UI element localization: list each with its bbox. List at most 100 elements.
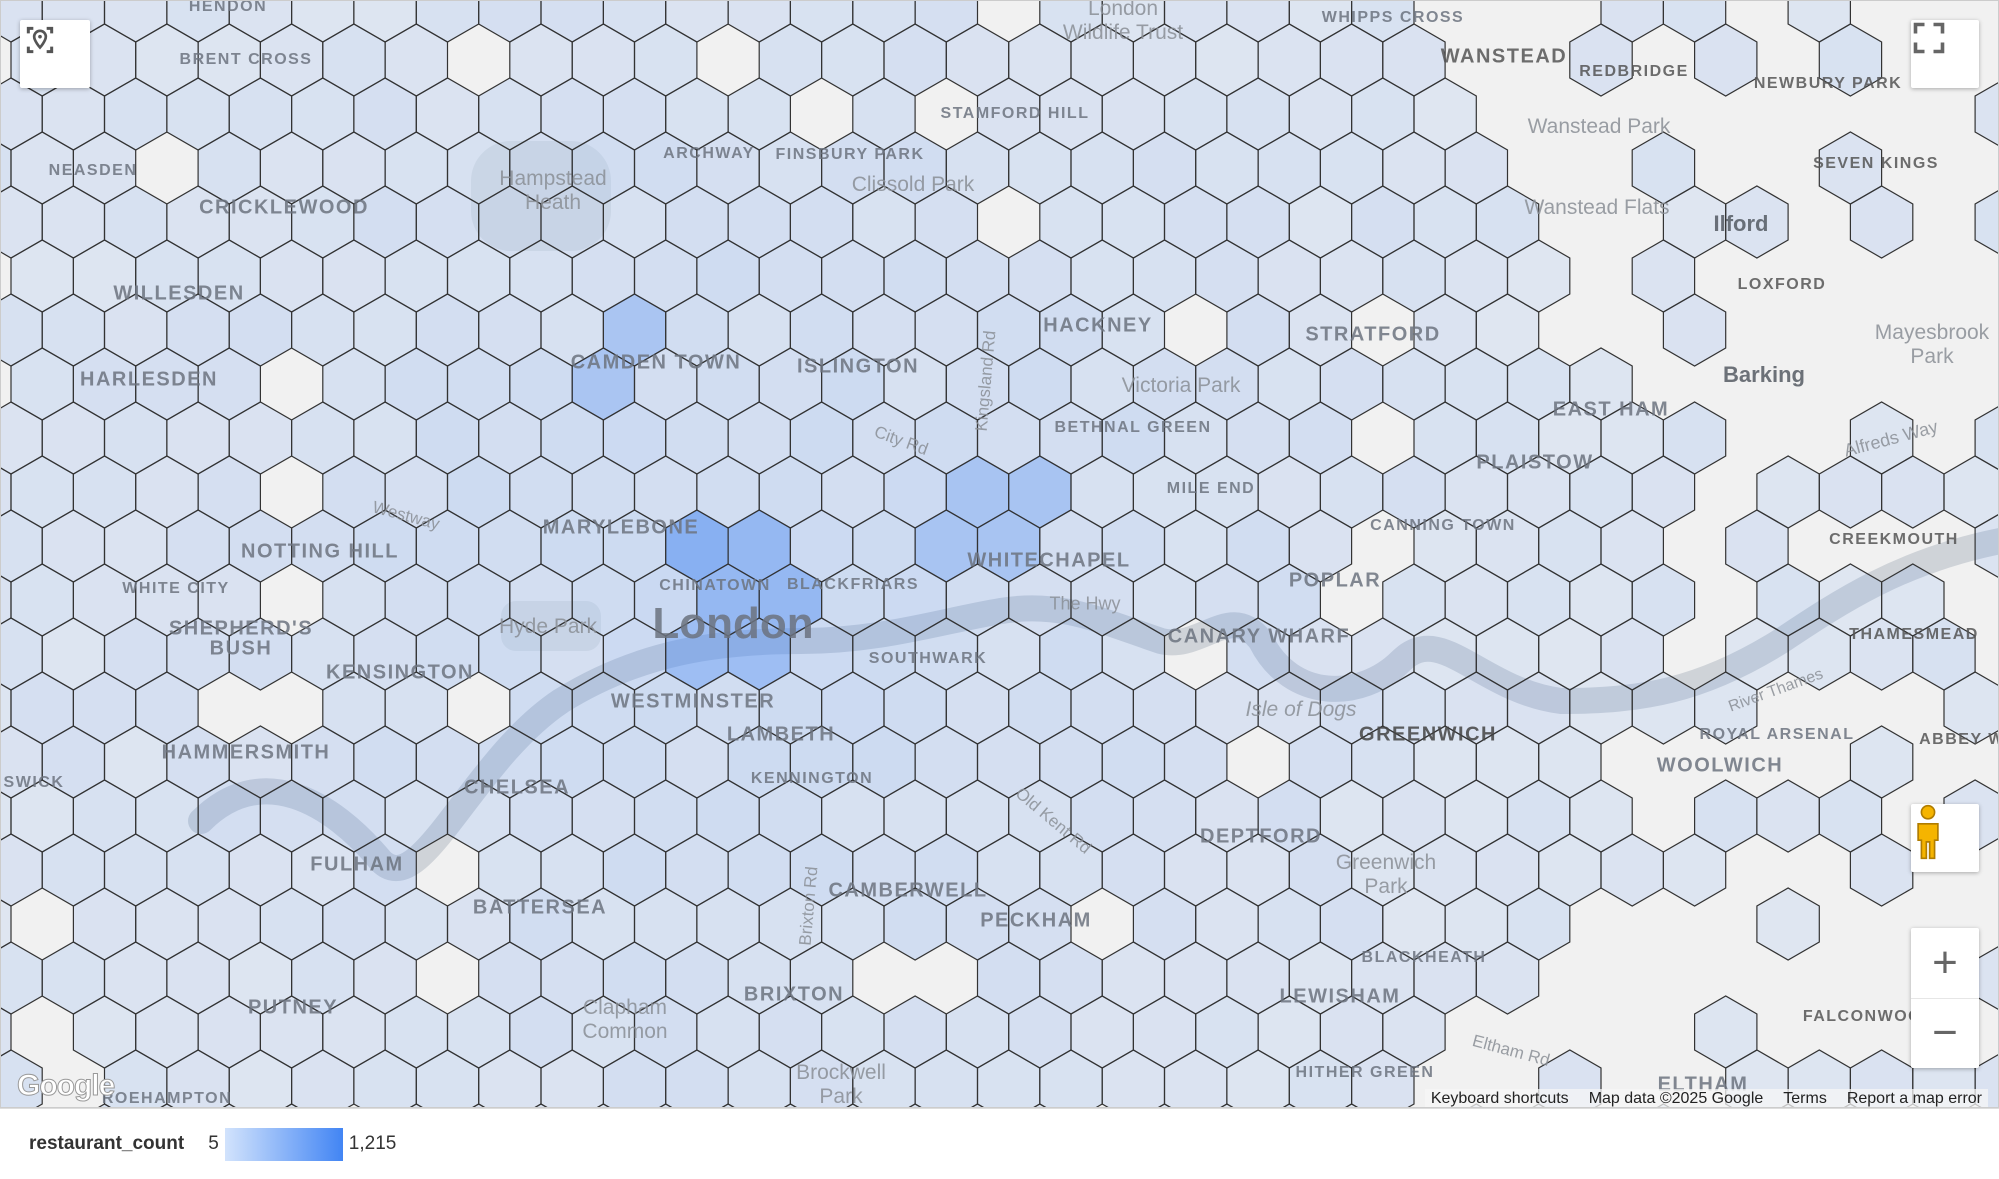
street-view-pegman[interactable] xyxy=(1911,804,1979,872)
park-label: Park xyxy=(1364,875,1408,898)
hex-cell[interactable] xyxy=(1320,1103,1382,1108)
place-label: HACKNEY xyxy=(1043,314,1153,337)
terms-link[interactable]: Terms xyxy=(1783,1090,1827,1107)
hex-cell[interactable] xyxy=(1693,671,1758,745)
hex-cell[interactable] xyxy=(260,1103,322,1108)
hex-cell[interactable] xyxy=(1258,1103,1320,1108)
hex-cell[interactable] xyxy=(1569,23,1633,97)
place-label: MILE END xyxy=(1166,480,1256,497)
hex-cell[interactable] xyxy=(1974,186,1999,258)
place-label: CHELSEA xyxy=(463,776,571,799)
hex-cell[interactable] xyxy=(884,1103,946,1108)
hex-cell[interactable] xyxy=(73,1103,135,1108)
park-label: London xyxy=(1087,0,1159,20)
park-label: Heath xyxy=(524,191,582,214)
my-location-button[interactable] xyxy=(20,20,90,88)
hex-cell[interactable] xyxy=(385,1103,447,1108)
hex-cell[interactable] xyxy=(1756,779,1820,853)
town-label: Ilford xyxy=(1713,211,1769,236)
hex-cell[interactable] xyxy=(1475,941,1540,1015)
hex-cell[interactable] xyxy=(1133,1103,1195,1108)
place-label: CANNING TOWN xyxy=(1370,517,1516,534)
place-label: PUTNEY xyxy=(247,996,339,1019)
place-label: LAMBETH xyxy=(726,723,836,746)
place-label: HENDON xyxy=(188,0,268,15)
hex-cell[interactable] xyxy=(697,1103,759,1108)
place-label: THAMESMEAD xyxy=(1849,626,1979,643)
place-label: FINSBURY PARK xyxy=(775,146,925,163)
place-label: MARYLEBONE xyxy=(542,516,700,539)
place-label: NEASDEN xyxy=(48,162,138,179)
place-label: CAMDEN TOWN xyxy=(570,351,742,374)
my-location-icon xyxy=(26,26,54,54)
park-hyde xyxy=(501,601,601,651)
keyboard-shortcuts-link[interactable]: Keyboard shortcuts xyxy=(1430,1090,1569,1107)
town-label: Barking xyxy=(1723,362,1805,387)
map-data-text: Map data ©2025 Google xyxy=(1588,1090,1764,1107)
place-label: NEWBURY PARK xyxy=(1753,75,1903,92)
hex-cell[interactable] xyxy=(1693,23,1758,97)
place-label: ARCHWAY xyxy=(663,145,755,162)
hex-cell[interactable] xyxy=(759,1103,821,1108)
place-label: SEVEN KINGS xyxy=(1813,155,1939,172)
hex-cell[interactable] xyxy=(510,1103,572,1108)
hex-cell[interactable] xyxy=(1849,833,1914,907)
fullscreen-icon xyxy=(1913,22,1945,54)
hex-cell[interactable] xyxy=(822,1103,884,1108)
google-logo[interactable]: Google xyxy=(16,1069,115,1103)
place-label: REDBRIDGE xyxy=(1579,63,1689,80)
hex-cell[interactable] xyxy=(946,1103,1008,1108)
place-label: BRENT CROSS xyxy=(179,51,313,68)
park-label: Brockwell xyxy=(796,1061,886,1084)
place-label: LOXFORD xyxy=(1737,276,1827,293)
report-map-error-link[interactable]: Report a map error xyxy=(1846,1090,1982,1107)
hex-cell[interactable] xyxy=(1818,23,1883,97)
place-label: ABBEY W xyxy=(1919,731,1999,748)
hex-cell[interactable] xyxy=(572,1103,634,1108)
park-label: Hampstead xyxy=(499,167,607,190)
place-label: BLACKHEATH xyxy=(1361,949,1487,966)
hex-cell[interactable] xyxy=(1009,1103,1071,1108)
park-hampstead xyxy=(471,141,611,251)
place-label: WILLESDEN xyxy=(113,282,245,305)
place-label: STRATFORD xyxy=(1305,323,1441,346)
place-label: WOOLWICH xyxy=(1656,754,1784,777)
place-label: HARLESDEN xyxy=(80,368,218,391)
hex-cell[interactable] xyxy=(635,1103,697,1108)
hex-cell[interactable] xyxy=(1974,510,1999,582)
hex-cell[interactable] xyxy=(1849,185,1914,259)
hex-cell[interactable] xyxy=(1662,293,1727,367)
city-label: London xyxy=(652,599,814,648)
hex-cell[interactable] xyxy=(1662,833,1727,907)
place-label: ISLINGTON xyxy=(796,355,920,378)
hex-cell[interactable] xyxy=(1974,78,1999,150)
basemap xyxy=(188,141,1998,881)
hex-cell[interactable] xyxy=(448,1103,510,1108)
zoom-out-button[interactable]: − xyxy=(1932,1008,1958,1057)
zoom-control: + − xyxy=(1911,928,1979,1068)
fullscreen-button[interactable] xyxy=(1911,20,1979,88)
zoom-in-button[interactable]: + xyxy=(1911,929,1979,999)
place-label: FALCONWOOD xyxy=(1802,1008,1936,1025)
place-label: FULHAM xyxy=(310,853,404,876)
pegman-icon xyxy=(1917,804,1939,860)
hex-cell[interactable] xyxy=(1725,185,1789,259)
hex-cell[interactable] xyxy=(1196,1103,1258,1108)
place-label: CREEKMOUTH xyxy=(1829,531,1959,548)
hex-cell[interactable] xyxy=(136,1103,198,1108)
place-label: WESTMINSTER xyxy=(610,690,776,713)
hex-cell[interactable] xyxy=(1943,671,1999,745)
park-label: Hyde Park xyxy=(498,615,598,638)
attribution-bar: Keyboard shortcuts Map data ©2025 Google… xyxy=(1424,1089,1988,1107)
park-label: Victoria Park xyxy=(1121,374,1241,397)
park-label: Park xyxy=(819,1085,863,1108)
hex-cell[interactable] xyxy=(198,1103,260,1108)
place-label: EAST HAM xyxy=(1552,398,1670,421)
hex-cell[interactable] xyxy=(1,1049,43,1108)
hex-cell[interactable] xyxy=(1943,455,1999,529)
hex-cell[interactable] xyxy=(1756,887,1820,961)
area-label: Isle of Dogs xyxy=(1245,698,1357,721)
map-canvas[interactable]: HENDON BRENT CROSS NEASDEN CRICKLEWOOD W… xyxy=(0,0,1999,1108)
hex-cell[interactable] xyxy=(1,941,43,1015)
color-legend: restaurant_count 5 1,215 xyxy=(0,1108,1999,1179)
